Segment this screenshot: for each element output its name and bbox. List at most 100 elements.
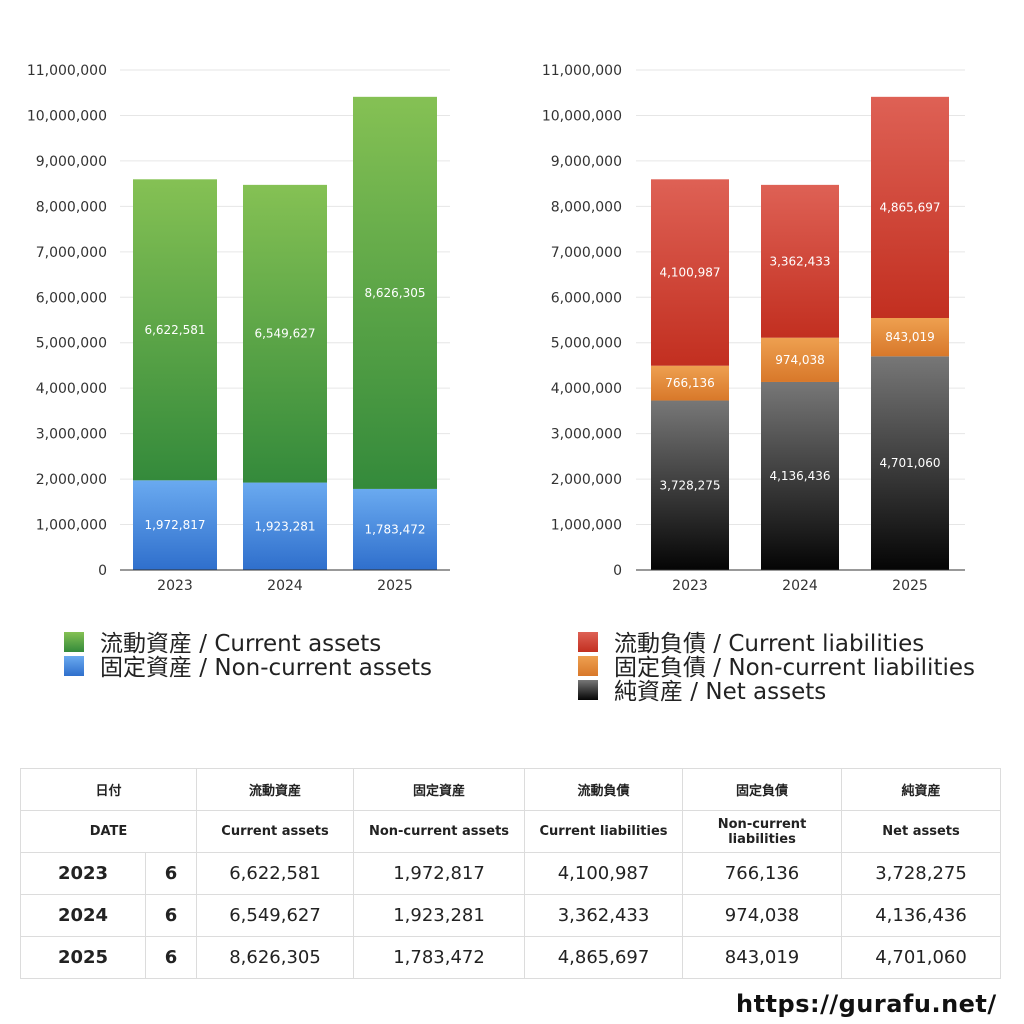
data-label: 1,783,472 — [364, 522, 425, 536]
table-cell: 4,100,987 — [524, 852, 684, 895]
data-table: 日付 流動資産 固定資産 流動負債 固定負債 純資産 DATE Current … — [19, 768, 1002, 979]
data-label: 843,019 — [885, 330, 935, 344]
legend-swatch — [578, 656, 598, 676]
y-tick-label: 7,000,000 — [551, 245, 622, 261]
legend-swatch — [578, 680, 598, 700]
y-tick-label: 2,000,000 — [551, 472, 622, 488]
header-current-assets-ja: 流動資産 — [196, 768, 355, 811]
bar-segment — [761, 184, 839, 338]
y-tick-label: 4,000,000 — [36, 381, 107, 397]
table-header-en-row: DATE Current assets Non-current assets C… — [19, 810, 1002, 853]
header-net-assets-ja: 純資産 — [841, 768, 1002, 811]
table-cell: 4,701,060 — [841, 936, 1002, 979]
y-tick-label: 3,000,000 — [551, 427, 622, 443]
data-label: 3,728,275 — [659, 478, 720, 492]
legend-label: 純資産 / Net assets — [614, 679, 826, 705]
y-tick-label: 10,000,000 — [27, 108, 107, 124]
month-cell: 6 — [144, 852, 198, 895]
header-current-liabilities-ja: 流動負債 — [524, 768, 684, 811]
x-tick-label: 2025 — [377, 578, 413, 594]
y-tick-label: 11,000,000 — [27, 63, 107, 79]
bar-segment — [353, 488, 437, 570]
y-tick-label: 3,000,000 — [36, 427, 107, 443]
charts-canvas: 0 1,000,000 2,000,000 3,000,000 4,000,000 5,0… — [27, 63, 975, 705]
y-tick-label: 4,000,000 — [551, 381, 622, 397]
data-label: 6,622,581 — [144, 323, 205, 337]
data-label: 4,100,987 — [659, 266, 720, 280]
x-tick-label: 2025 — [892, 578, 928, 594]
data-label: 8,626,305 — [364, 286, 425, 300]
assets-chart: 0 1,000,000 2,000,000 3,000,000 4,000,000 5,0… — [27, 63, 450, 681]
table-header-ja-row: 日付 流動資産 固定資産 流動負債 固定負債 純資産 — [19, 768, 1002, 811]
y-tick-label: 1,000,000 — [551, 518, 622, 534]
table-cell: 1,783,472 — [353, 936, 526, 979]
y-tick-label: 7,000,000 — [36, 245, 107, 261]
bar-segment — [871, 356, 949, 570]
bar-segment — [353, 96, 437, 489]
table-cell: 1,923,281 — [353, 894, 526, 937]
bar-segment — [243, 184, 327, 483]
table-cell: 974,038 — [682, 894, 843, 937]
header-noncurrent-assets-en: Non-current assets — [353, 810, 526, 853]
y-tick-label: 0 — [613, 563, 622, 579]
bar-segment — [761, 381, 839, 570]
table-cell: 4,865,697 — [524, 936, 684, 979]
table-cell: 3,362,433 — [524, 894, 684, 937]
data-label: 4,701,060 — [879, 456, 940, 470]
data-label: 4,865,697 — [879, 200, 940, 214]
bar-segment — [243, 482, 327, 570]
data-label: 3,362,433 — [769, 254, 830, 268]
table-cell: 6,622,581 — [196, 852, 355, 895]
y-tick-label: 1,000,000 — [36, 518, 107, 534]
y-tick-label: 9,000,000 — [36, 154, 107, 170]
legend-swatch — [64, 632, 84, 652]
legend-label: 固定資産 / Non-current assets — [100, 655, 432, 681]
bar-segment — [133, 179, 217, 481]
table-cell: 6,549,627 — [196, 894, 355, 937]
table-cell: 843,019 — [682, 936, 843, 979]
y-tick-label: 8,000,000 — [36, 199, 107, 215]
site-url: https://gurafu.net/ — [736, 990, 997, 1018]
header-noncurrent-liabilities-ja: 固定負債 — [682, 768, 843, 811]
header-date-en: DATE — [19, 810, 198, 853]
header-noncurrent-liabilities-en: Non-current liabilities — [682, 810, 843, 853]
y-tick-label: 10,000,000 — [542, 108, 622, 124]
x-tick-label: 2024 — [267, 578, 303, 594]
data-label: 766,136 — [665, 376, 715, 390]
year-cell: 2024 — [20, 894, 146, 937]
table-cell: 766,136 — [682, 852, 843, 895]
liabilities-chart: 0 1,000,000 2,000,000 3,000,000 4,000,000 5,0… — [542, 63, 975, 705]
legend-label: 固定負債 / Non-current liabilities — [614, 655, 975, 681]
x-tick-label: 2024 — [782, 578, 818, 594]
data-label: 1,923,281 — [254, 519, 315, 533]
y-tick-label: 8,000,000 — [551, 199, 622, 215]
data-label: 974,038 — [775, 353, 825, 367]
bar-segment — [133, 480, 217, 570]
table-cell: 1,972,817 — [353, 852, 526, 895]
bar-segment — [761, 337, 839, 382]
x-tick-label: 2023 — [672, 578, 708, 594]
table-row: 2024 6 6,549,627 1,923,281 3,362,433 974… — [20, 894, 1002, 937]
y-tick-label: 0 — [98, 563, 107, 579]
bar-segment — [871, 96, 949, 318]
table-row: 2023 6 6,622,581 1,972,817 4,100,987 766… — [20, 852, 1002, 895]
bar-segment — [651, 365, 729, 401]
legend-swatch — [578, 632, 598, 652]
header-net-assets-en: Net assets — [841, 810, 1002, 853]
table-cell: 3,728,275 — [841, 852, 1002, 895]
legend-swatch — [64, 656, 84, 676]
header-current-assets-en: Current assets — [196, 810, 355, 853]
data-label: 6,549,627 — [254, 327, 315, 341]
data-label: 1,972,817 — [144, 518, 205, 532]
y-tick-label: 6,000,000 — [36, 290, 107, 306]
data-label: 4,136,436 — [769, 469, 830, 483]
table-cell: 8,626,305 — [196, 936, 355, 979]
x-tick-label: 2023 — [157, 578, 193, 594]
bar-segment — [651, 179, 729, 366]
header-current-liabilities-en: Current liabilities — [524, 810, 684, 853]
bar-segment — [651, 400, 729, 570]
year-cell: 2025 — [20, 936, 146, 979]
header-date-ja: 日付 — [19, 768, 198, 811]
month-cell: 6 — [144, 894, 198, 937]
y-tick-label: 11,000,000 — [542, 63, 622, 79]
